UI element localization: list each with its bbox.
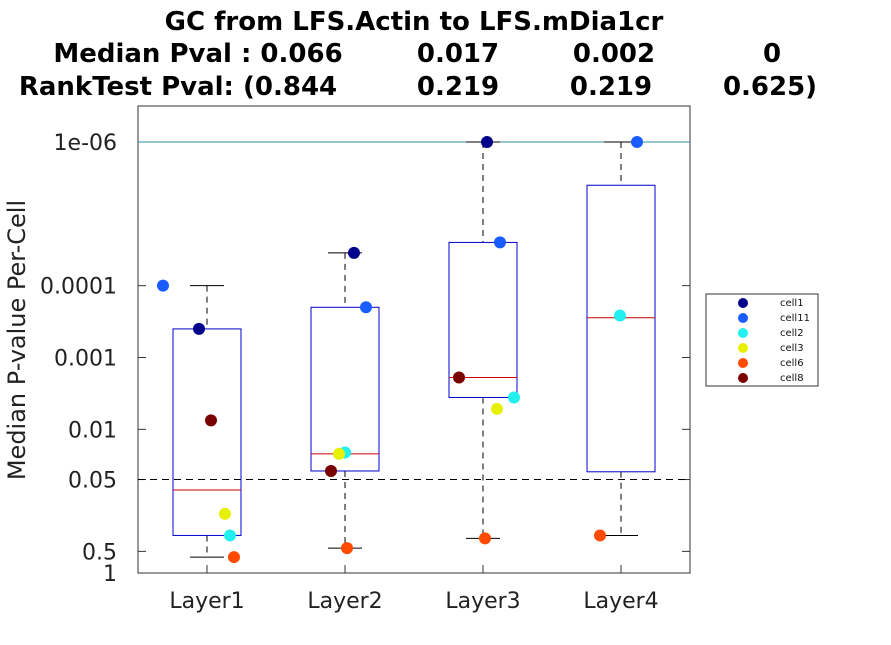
data-point-cell1 xyxy=(481,136,493,148)
legend-label-cell11: cell11 xyxy=(780,313,810,324)
data-point-cell2 xyxy=(614,309,626,322)
legend-label-cell6: cell6 xyxy=(780,358,804,369)
data-point-cell11 xyxy=(494,236,506,249)
legend-marker-cell11 xyxy=(738,313,748,323)
subtitle-rank-value-4: 0.625) xyxy=(723,72,817,102)
legend-items: cell1 cell11 cell2 cell3 cell6 cell8 xyxy=(738,298,810,384)
y-tick-label: 0.0001 xyxy=(40,275,117,300)
legend-label-cell3: cell3 xyxy=(780,343,804,354)
x-tick-label: Layer1 xyxy=(169,589,244,614)
plot-area xyxy=(137,105,691,574)
data-point-cell11 xyxy=(157,279,169,292)
data-point-cell2 xyxy=(224,529,236,542)
subtitle-median-value-3: 0.002 xyxy=(573,39,655,69)
subtitle-rank-value-3: 0.219 xyxy=(570,72,652,102)
box xyxy=(172,328,242,536)
subtitle-median-value-4: 0 xyxy=(763,39,781,69)
legend-marker-cell1 xyxy=(738,298,748,308)
legend-marker-cell3 xyxy=(738,343,748,353)
y-axis-label: Median P-value Per-Cell xyxy=(3,200,31,480)
y-tick-label: 0.5 xyxy=(82,540,117,565)
subtitle-median-label: Median Pval : 0.066 xyxy=(53,39,342,69)
y-tick-label: 1e-06 xyxy=(54,131,117,156)
data-point-cell11 xyxy=(360,301,372,314)
legend-marker-cell8 xyxy=(738,373,748,383)
data-point-cell8 xyxy=(205,414,217,427)
data-point-cell6 xyxy=(479,532,491,545)
y-tick-label: 0.01 xyxy=(68,418,117,443)
legend-label-cell8: cell8 xyxy=(780,373,804,384)
box xyxy=(586,184,656,473)
subtitle-rank-value-2: 0.219 xyxy=(417,72,499,102)
y-tick-label: 0.001 xyxy=(54,347,117,372)
y-tick-label: 1 xyxy=(103,562,117,587)
legend-box xyxy=(705,293,819,387)
box xyxy=(310,306,380,472)
chart-title: GC from LFS.Actin to LFS.mDia1cr xyxy=(165,7,664,37)
data-point-cell8 xyxy=(325,464,337,477)
data-point-cell1 xyxy=(348,246,360,259)
legend-marker-cell6 xyxy=(738,358,748,368)
data-point-cell1 xyxy=(193,322,205,335)
x-tick-label: Layer3 xyxy=(445,589,520,614)
subtitle-median-value-2: 0.017 xyxy=(417,39,499,69)
data-point-cell6 xyxy=(594,529,606,542)
data-point-cell6 xyxy=(228,551,240,564)
data-point-cell3 xyxy=(219,507,231,520)
data-point-cell11 xyxy=(631,136,643,148)
legend-label-cell2: cell2 xyxy=(780,328,804,339)
plot-layer: 1e-06 0.0001 0.001 0.01 0.05 0.51 Layer1 Layer2… xyxy=(40,131,690,614)
data-point-cell2 xyxy=(508,391,520,404)
legend-marker-cell2 xyxy=(738,328,748,338)
box xyxy=(448,241,518,398)
y-tick-label: 0.05 xyxy=(68,469,117,494)
data-point-cell8 xyxy=(453,371,465,384)
legend: cell1 cell11 cell2 cell3 cell6 cell8 xyxy=(705,293,819,387)
legend-label-cell1: cell1 xyxy=(780,298,804,309)
data-point-cell6 xyxy=(341,542,353,555)
data-point-cell3 xyxy=(333,447,345,460)
x-tick-label: Layer4 xyxy=(583,589,658,614)
subtitle-rank-label: RankTest Pval: (0.844 xyxy=(19,72,337,102)
x-tick-label: Layer2 xyxy=(307,589,382,614)
data-point-cell3 xyxy=(491,402,503,415)
